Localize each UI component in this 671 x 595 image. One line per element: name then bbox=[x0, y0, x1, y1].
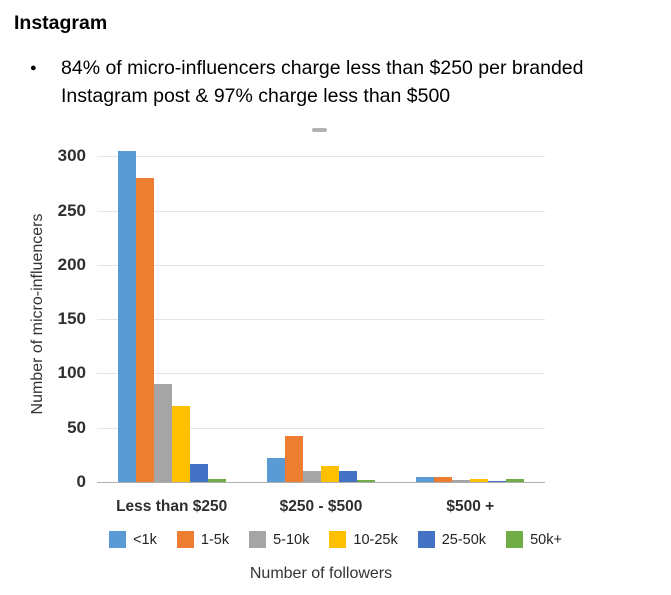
chart-handle-icon bbox=[312, 128, 327, 132]
legend-label: 50k+ bbox=[530, 531, 562, 548]
x-axis-category-label: $500 + bbox=[446, 498, 495, 515]
bar-50k+ bbox=[506, 478, 525, 482]
y-axis-tick-label: 250 bbox=[57, 200, 86, 220]
bar-50k+ bbox=[207, 478, 226, 482]
bar-1-5k bbox=[434, 476, 453, 482]
bar-<1k bbox=[266, 458, 285, 482]
gridline bbox=[97, 427, 545, 429]
bar-<1k bbox=[416, 476, 435, 482]
bar-1-5k bbox=[284, 436, 303, 482]
bar-chart[interactable]: Number of micro-influencers Number of fo… bbox=[0, 128, 671, 593]
legend-label: <1k bbox=[133, 531, 157, 548]
legend-swatch-icon bbox=[506, 531, 524, 548]
legend-label: 1-5k bbox=[200, 531, 230, 548]
x-axis-category-label: Less than $250 bbox=[116, 498, 228, 515]
bar-50k+ bbox=[356, 479, 375, 482]
y-axis-tick-label: 300 bbox=[57, 146, 86, 166]
bar-10-25k bbox=[470, 478, 489, 482]
legend-item-50k+: 50k+ bbox=[506, 531, 562, 548]
legend-item-1-5k: 1-5k bbox=[176, 531, 230, 548]
bar-10-25k bbox=[171, 406, 190, 482]
legend-swatch-icon bbox=[329, 531, 347, 548]
y-axis-tick-label: 0 bbox=[76, 472, 86, 491]
section-heading: Instagram bbox=[14, 12, 108, 34]
legend-item-<1k: <1k bbox=[109, 531, 157, 548]
bar-25-50k bbox=[189, 463, 208, 482]
gridline bbox=[97, 156, 545, 158]
plot-area bbox=[97, 140, 545, 483]
bar-5-10k bbox=[302, 471, 321, 482]
legend-item-25-50k: 25-50k bbox=[417, 531, 487, 548]
gridline bbox=[97, 264, 545, 266]
bar-5-10k bbox=[153, 384, 172, 482]
y-axis-tick-label: 200 bbox=[57, 254, 86, 274]
y-axis-tick-label: 50 bbox=[67, 417, 86, 437]
chart-legend: <1k 1-5k 5-10k 10-25k 25-50k 50k+ bbox=[0, 531, 671, 548]
y-axis-tick-label: 150 bbox=[57, 309, 86, 329]
bar-5-10k bbox=[452, 479, 471, 482]
bar-10-25k bbox=[320, 465, 339, 482]
bullet-text: 84% of micro-influencers charge less tha… bbox=[61, 57, 584, 107]
bar-25-50k bbox=[338, 471, 357, 482]
legend-swatch-icon bbox=[417, 531, 435, 548]
x-axis-category-label: $250 - $500 bbox=[279, 498, 363, 515]
legend-item-10-25k: 10-25k bbox=[329, 531, 398, 548]
gridline bbox=[97, 319, 545, 321]
legend-swatch-icon bbox=[109, 531, 127, 548]
legend-label: 10-25k bbox=[353, 531, 398, 548]
bar-<1k bbox=[117, 150, 136, 482]
gridline bbox=[97, 373, 545, 375]
bullet-icon: ● bbox=[30, 62, 37, 74]
y-axis-tick-label: 100 bbox=[57, 363, 86, 383]
bar-group bbox=[396, 140, 545, 482]
bar-25-50k bbox=[488, 480, 507, 482]
gridline bbox=[97, 210, 545, 212]
legend-swatch-icon bbox=[249, 531, 267, 548]
x-axis-title: Number of followers bbox=[249, 565, 393, 582]
bar-group bbox=[246, 140, 395, 482]
bullet-list-item: ● 84% of micro-influencers charge less t… bbox=[30, 54, 657, 110]
legend-label: 25-50k bbox=[441, 531, 487, 548]
bar-1-5k bbox=[135, 178, 154, 482]
legend-item-5-10k: 5-10k bbox=[249, 531, 309, 548]
bar-group bbox=[97, 140, 246, 482]
legend-swatch-icon bbox=[176, 531, 194, 548]
legend-label: 5-10k bbox=[273, 531, 310, 548]
